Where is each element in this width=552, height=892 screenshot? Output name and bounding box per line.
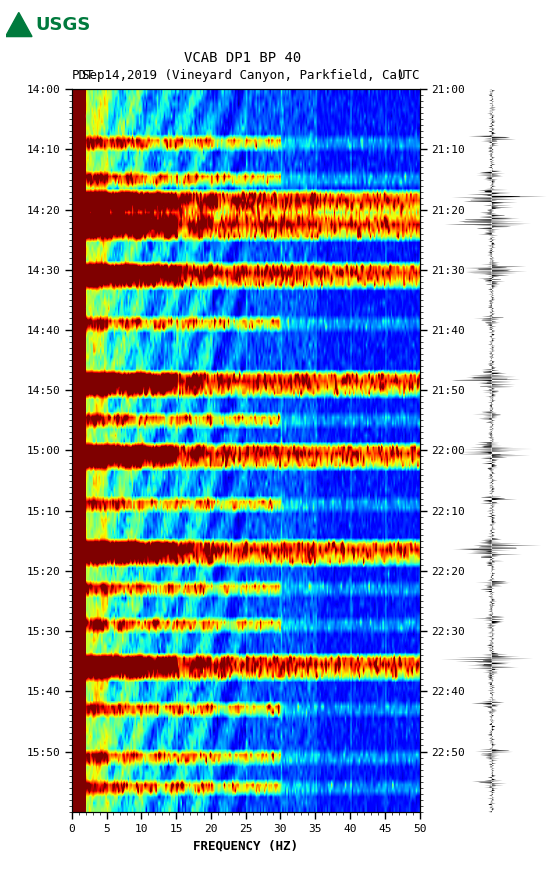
- Text: VCAB DP1 BP 40: VCAB DP1 BP 40: [184, 51, 301, 65]
- Text: PDT: PDT: [72, 70, 94, 82]
- Text: UTC: UTC: [397, 70, 420, 82]
- X-axis label: FREQUENCY (HZ): FREQUENCY (HZ): [193, 839, 298, 852]
- Text: USGS: USGS: [35, 15, 91, 34]
- Text: Sep14,2019 (Vineyard Canyon, Parkfield, Ca): Sep14,2019 (Vineyard Canyon, Parkfield, …: [82, 70, 404, 82]
- Polygon shape: [6, 12, 32, 37]
